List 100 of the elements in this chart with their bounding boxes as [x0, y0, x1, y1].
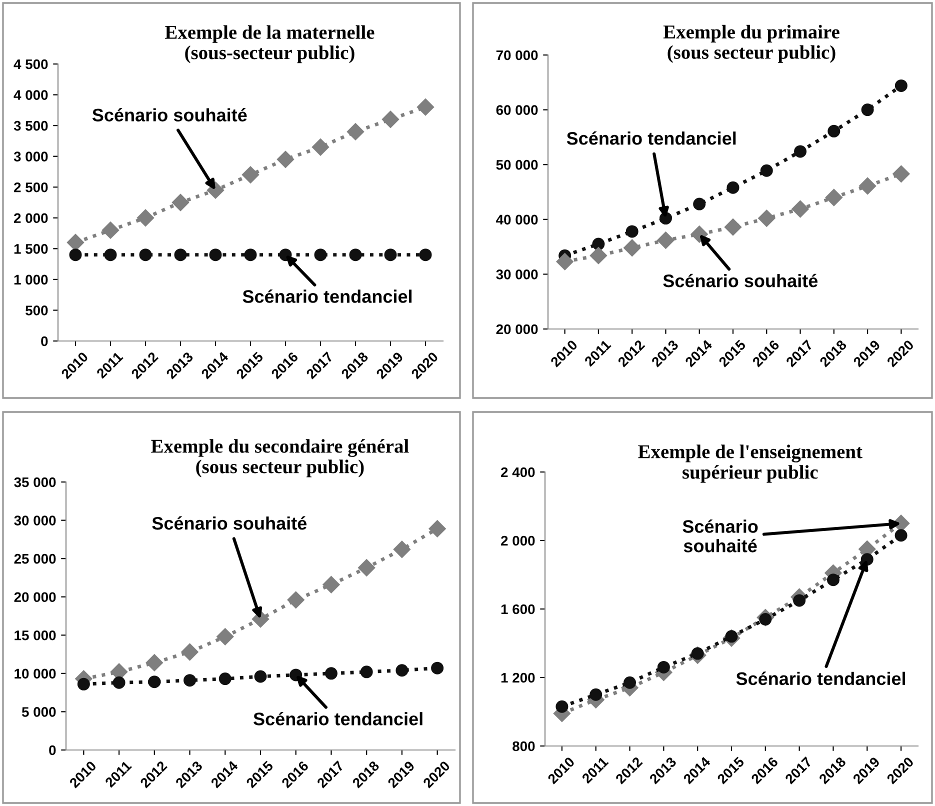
point [428, 520, 446, 538]
point [693, 198, 706, 210]
point [793, 594, 806, 607]
point [148, 676, 161, 688]
y-tick-label: 1 000 [14, 274, 48, 285]
annotation: Scénario tendanciel [566, 131, 736, 145]
y-tick-label: 2 500 [14, 182, 48, 192]
point [287, 591, 304, 608]
point [382, 110, 400, 128]
y-tick-label: 800 [512, 741, 535, 752]
point [590, 247, 608, 264]
point [360, 666, 373, 678]
point [209, 248, 222, 262]
y-tick-label: 20 000 [496, 324, 538, 334]
y-tick-label: 3 500 [14, 120, 48, 131]
point [346, 123, 364, 140]
y-tick-label: 2 400 [501, 467, 535, 478]
y-tick-label: 40 000 [496, 214, 538, 225]
y-tick-label: 500 [26, 306, 48, 316]
point [174, 248, 187, 262]
point [590, 688, 602, 701]
point [172, 194, 190, 212]
y-tick-label: 0 [41, 336, 48, 346]
point [892, 165, 910, 182]
point [349, 248, 362, 262]
point [556, 253, 574, 270]
point [276, 150, 294, 168]
y-tick-label: 5 000 [22, 707, 56, 717]
y-tick-label: 2 000 [501, 536, 535, 546]
point [726, 181, 740, 194]
annotation: Scénario tendanciel [736, 672, 906, 686]
point [556, 700, 568, 713]
y-tick-label: 0 [49, 745, 56, 756]
chart-title: Exemple du primaire (sous secteur public) [663, 24, 840, 63]
point [894, 79, 908, 92]
point [760, 164, 773, 177]
point [626, 225, 638, 238]
annotation: Scénario souhaité [682, 519, 758, 552]
point [861, 104, 874, 116]
y-tick-label: 4 500 [14, 59, 48, 70]
point [396, 664, 408, 677]
annotation: Scénario souhaité [663, 274, 818, 288]
point [416, 98, 434, 116]
y-tick-label: 20 000 [14, 592, 56, 602]
point [77, 678, 90, 690]
point [322, 576, 340, 594]
point [419, 248, 432, 262]
chart-title: Exemple de la maternelle (sous-secteur public) [165, 25, 374, 64]
point [104, 248, 117, 262]
point [358, 559, 376, 576]
point [624, 676, 636, 689]
annotation: Scénario souhaité [152, 516, 307, 530]
point [146, 654, 163, 672]
point [181, 643, 198, 661]
point [657, 660, 670, 674]
point [758, 210, 776, 227]
point [136, 209, 154, 226]
y-tick-label: 70 000 [496, 50, 538, 60]
point [657, 232, 674, 249]
point [894, 529, 908, 542]
y-tick-label: 30 000 [14, 516, 56, 526]
point [314, 248, 327, 262]
point [826, 574, 840, 586]
y-tick-label: 30 000 [496, 270, 538, 280]
y-tick-label: 1 600 [501, 604, 535, 614]
point [624, 239, 641, 256]
point [792, 200, 809, 218]
point [592, 238, 605, 250]
point [828, 124, 840, 138]
y-tick-label: 60 000 [496, 105, 538, 115]
y-tick-label: 1 500 [14, 244, 48, 254]
annotation: Scénario tendanciel [254, 712, 422, 726]
y-tick-label: 2 000 [14, 213, 48, 224]
y-tick-label: 25 000 [14, 554, 56, 564]
point [242, 166, 260, 184]
point [393, 540, 411, 558]
y-tick-label: 3 000 [14, 152, 48, 162]
point [825, 188, 842, 206]
point [858, 177, 876, 195]
chart-title: Exemple de l'enseignement supérieur public [638, 444, 862, 483]
point [69, 248, 82, 262]
point [102, 222, 120, 239]
point [794, 145, 807, 158]
point [724, 218, 742, 236]
point [218, 672, 232, 686]
point [184, 674, 196, 687]
y-tick-label: 50 000 [496, 160, 538, 170]
point [112, 676, 126, 689]
point [139, 248, 152, 262]
point [254, 670, 267, 683]
y-tick-label: 35 000 [14, 477, 56, 488]
y-tick-label: 4 000 [14, 90, 48, 100]
y-tick-label: 10 000 [14, 668, 56, 679]
y-tick-label: 15 000 [14, 630, 56, 640]
annotation: Scénario tendanciel [242, 289, 412, 303]
point [431, 662, 444, 674]
chart-title: Exemple du secondaire général (sous secteur public) [151, 439, 409, 478]
y-tick-label: 1 200 [501, 672, 535, 683]
point [216, 628, 234, 646]
annotation: Scénario souhaité [92, 108, 247, 122]
